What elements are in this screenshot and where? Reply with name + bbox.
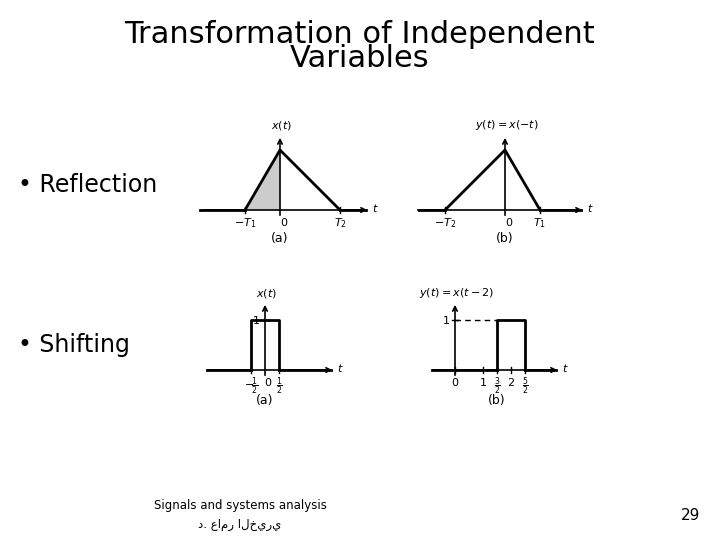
Text: $1$: $1$ xyxy=(479,376,487,388)
Text: $2$: $2$ xyxy=(507,376,515,388)
Text: (a): (a) xyxy=(256,394,274,407)
Text: $T_2$: $T_2$ xyxy=(333,216,346,230)
Text: $1$: $1$ xyxy=(442,314,450,326)
Text: $1$: $1$ xyxy=(252,314,260,326)
Text: $0$: $0$ xyxy=(264,376,272,388)
Text: • Reflection: • Reflection xyxy=(18,173,157,197)
Text: $-\!\frac{1}{2}$: $-\!\frac{1}{2}$ xyxy=(244,376,258,397)
Text: $t$: $t$ xyxy=(372,202,379,214)
Text: (a): (a) xyxy=(271,232,289,245)
Text: $-T_1$: $-T_1$ xyxy=(234,216,256,230)
Text: Signals and systems analysis
د. عامر الخيري: Signals and systems analysis د. عامر الخ… xyxy=(153,499,326,531)
Text: $t$: $t$ xyxy=(587,202,594,214)
Polygon shape xyxy=(245,150,280,210)
Text: $-T_2$: $-T_2$ xyxy=(434,216,456,230)
Text: (b): (b) xyxy=(496,232,514,245)
Text: $T_1$: $T_1$ xyxy=(534,216,546,230)
Text: $x(t)$: $x(t)$ xyxy=(271,119,292,132)
Polygon shape xyxy=(505,150,540,210)
Text: $t$: $t$ xyxy=(562,362,569,374)
Text: $\frac{5}{2}$: $\frac{5}{2}$ xyxy=(521,376,528,397)
Text: 29: 29 xyxy=(680,508,700,523)
Text: $t$: $t$ xyxy=(337,362,343,374)
Text: Variables: Variables xyxy=(290,44,430,73)
Text: $y(t) = x(t-2)$: $y(t) = x(t-2)$ xyxy=(420,286,495,300)
Text: $0$: $0$ xyxy=(280,216,288,228)
Text: $x(t)$: $x(t)$ xyxy=(256,287,277,300)
Text: $y(t) = x(-t)$: $y(t) = x(-t)$ xyxy=(475,118,539,132)
Text: Transformation of Independent: Transformation of Independent xyxy=(125,20,595,49)
Text: • Shifting: • Shifting xyxy=(18,333,130,357)
Text: $\frac{3}{2}$: $\frac{3}{2}$ xyxy=(493,376,500,397)
Text: $\frac{1}{2}$: $\frac{1}{2}$ xyxy=(276,376,282,397)
Text: $0$: $0$ xyxy=(451,376,459,388)
Text: $0$: $0$ xyxy=(505,216,513,228)
Text: (b): (b) xyxy=(488,394,506,407)
